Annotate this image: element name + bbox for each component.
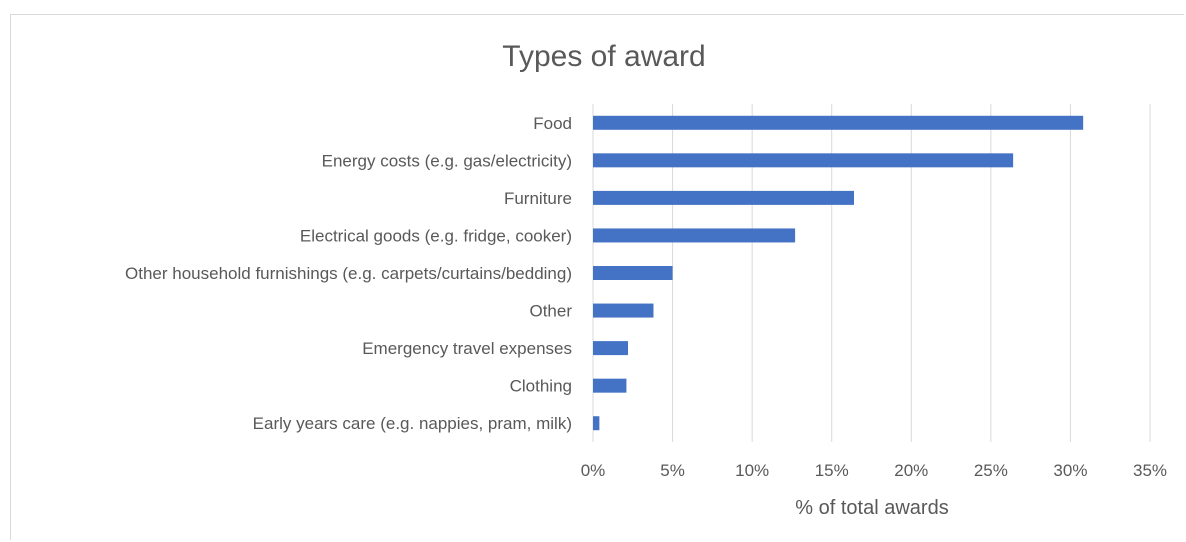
category-label: Other household furnishings (e.g. carpet… <box>125 264 572 283</box>
category-label: Furniture <box>504 189 572 208</box>
category-label: Electrical goods (e.g. fridge, cooker) <box>300 226 572 245</box>
bar <box>593 115 1084 130</box>
bar <box>593 228 796 243</box>
category-label: Energy costs (e.g. gas/electricity) <box>322 151 572 170</box>
x-tick-label: 30% <box>1053 461 1087 480</box>
x-axis-title: % of total awards <box>795 497 948 519</box>
category-label: Emergency travel expenses <box>362 339 572 358</box>
category-label: Food <box>533 114 572 133</box>
bar <box>593 416 600 431</box>
x-tick-label: 15% <box>815 461 849 480</box>
category-label: Clothing <box>510 377 572 396</box>
bar <box>593 153 1014 168</box>
bar <box>593 190 854 205</box>
bars <box>593 115 1084 431</box>
x-tick-label: 25% <box>974 461 1008 480</box>
x-tick-label: 20% <box>894 461 928 480</box>
chart-title: Types of award <box>502 40 705 73</box>
x-tick-label: 0% <box>581 461 606 480</box>
bar <box>593 378 627 393</box>
category-label: Other <box>529 302 572 321</box>
bar <box>593 303 654 318</box>
bar <box>593 266 673 280</box>
category-label: Early years care (e.g. nappies, pram, mi… <box>253 414 572 433</box>
category-labels: Food Energy costs (e.g. gas/electricity) F… <box>125 114 572 433</box>
bar <box>593 341 629 356</box>
x-tick-label: 35% <box>1133 461 1167 480</box>
x-tick-label: 5% <box>660 461 685 480</box>
x-tick-label: 10% <box>735 461 769 480</box>
x-tick-labels: 0% 5% 10% 15% 20% 25% 30% 35% <box>581 461 1167 480</box>
